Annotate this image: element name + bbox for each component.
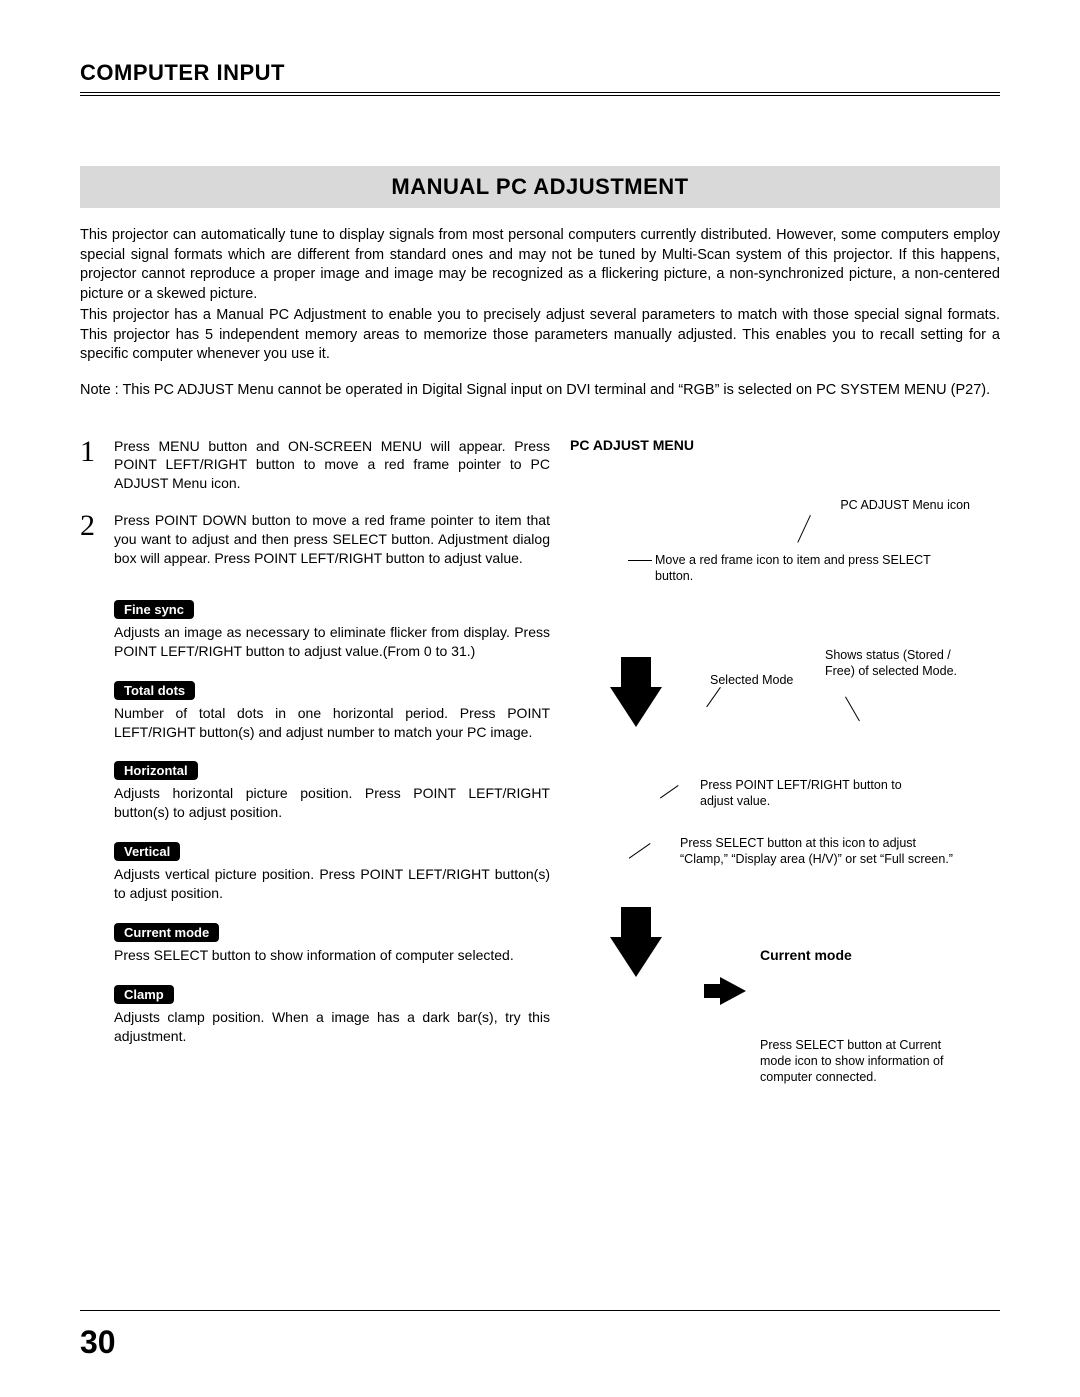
intro-paragraph: This projector can automatically tune to…	[80, 226, 1000, 304]
parameters-block: Fine sync Adjusts an image as necessary …	[80, 586, 550, 1046]
param-total-dots-body: Number of total dots in one horizontal p…	[114, 704, 550, 742]
param-fine-sync-label: Fine sync	[114, 600, 194, 619]
leader-line	[706, 687, 721, 707]
note-block: Note : This PC ADJUST Menu cannot be ope…	[80, 381, 1000, 401]
param-total-dots-label: Total dots	[114, 681, 195, 700]
param-fine-sync-body: Adjusts an image as necessary to elimina…	[114, 623, 550, 661]
section-header: COMPUTER INPUT	[80, 60, 1000, 86]
leader-line	[660, 785, 679, 798]
callout-status: Shows status (Stored / Free) of selected…	[825, 647, 965, 680]
callout-press-select-current: Press SELECT button at Current mode icon…	[760, 1037, 960, 1086]
param-clamp-body: Adjusts clamp position. When a image has…	[114, 1008, 550, 1046]
step-body: Press POINT DOWN button to move a red fr…	[114, 511, 550, 568]
callout-menu-icon: PC ADJUST Menu icon	[790, 497, 970, 513]
page-number: 30	[80, 1324, 116, 1361]
callout-press-select-clamp: Press SELECT button at this icon to adju…	[680, 835, 960, 868]
arrow-down-icon	[610, 937, 662, 977]
note-body: This PC ADJUST Menu cannot be operated i…	[122, 382, 990, 398]
param-clamp-label: Clamp	[114, 985, 174, 1004]
param-current-mode-label: Current mode	[114, 923, 219, 942]
leader-line	[845, 696, 860, 721]
intro-block: This projector can automatically tune to…	[80, 226, 1000, 365]
pc-adjust-menu-heading: PC ADJUST MENU	[570, 437, 1000, 453]
right-column: PC ADJUST MENU PC ADJUST Menu icon Move …	[570, 437, 1000, 1052]
param-horizontal-label: Horizontal	[114, 761, 198, 780]
header-rule	[80, 92, 1000, 96]
note-label: Note :	[80, 382, 122, 398]
param-horizontal-body: Adjusts horizontal picture position. Pre…	[114, 784, 550, 822]
two-column-layout: 1 Press MENU button and ON-SCREEN MENU w…	[80, 437, 1000, 1052]
arrow-right-icon	[720, 977, 746, 1005]
param-current-mode-body: Press SELECT button to show information …	[114, 946, 550, 965]
arrow-down-icon	[610, 687, 662, 727]
step-1: 1 Press MENU button and ON-SCREEN MENU w…	[80, 437, 550, 494]
callout-move-frame: Move a red frame icon to item and press …	[655, 552, 935, 585]
step-number: 1	[80, 437, 100, 494]
param-vertical-label: Vertical	[114, 842, 180, 861]
step-2: 2 Press POINT DOWN button to move a red …	[80, 511, 550, 568]
intro-paragraph: This projector has a Manual PC Adjustmen…	[80, 306, 1000, 365]
footer-rule	[80, 1310, 1000, 1311]
left-column: 1 Press MENU button and ON-SCREEN MENU w…	[80, 437, 550, 1052]
callout-current-mode: Current mode	[760, 947, 852, 963]
param-vertical-body: Adjusts vertical picture position. Press…	[114, 865, 550, 903]
leader-line	[629, 843, 651, 859]
leader-line	[797, 515, 811, 543]
step-body: Press MENU button and ON-SCREEN MENU wil…	[114, 437, 550, 494]
step-number: 2	[80, 511, 100, 568]
document-page: COMPUTER INPUT MANUAL PC ADJUSTMENT This…	[0, 0, 1080, 1397]
leader-line	[628, 560, 652, 561]
callout-press-lr: Press POINT LEFT/RIGHT button to adjust …	[700, 777, 920, 810]
callout-selected-mode: Selected Mode	[710, 672, 793, 688]
title-banner: MANUAL PC ADJUSTMENT	[80, 166, 1000, 208]
